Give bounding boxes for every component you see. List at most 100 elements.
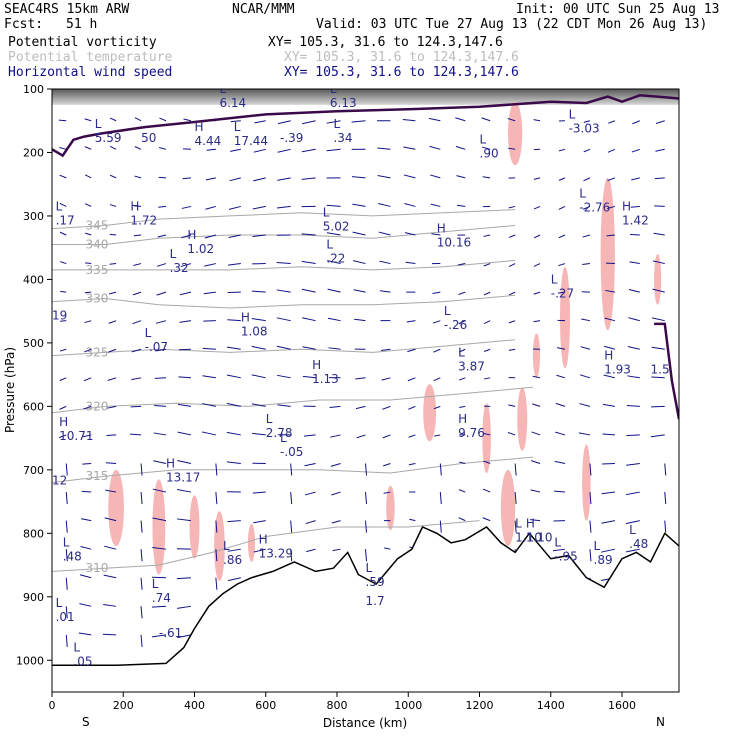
wind-speed-shading — [560, 266, 570, 369]
wind-vector — [589, 492, 592, 505]
wind-vector — [482, 146, 491, 150]
wind-vector — [134, 205, 142, 207]
wind-vector — [556, 374, 566, 379]
extremum-marker: L — [266, 412, 273, 426]
wind-vector — [84, 291, 92, 294]
extremum-value: -.26 — [444, 318, 467, 332]
wind-vector — [58, 119, 67, 122]
wind-vector — [130, 405, 142, 408]
wind-vector — [81, 518, 92, 522]
wind-vector — [456, 175, 466, 179]
wind-vector — [329, 405, 341, 409]
x-axis-label: Distance (km) — [323, 716, 407, 730]
wind-vector — [158, 147, 167, 150]
wind-vector — [558, 234, 566, 239]
wind-vector — [327, 260, 341, 265]
wind-vector — [181, 234, 192, 239]
y-tick-label: 500 — [23, 337, 44, 350]
wind-vector — [654, 177, 665, 180]
wind-vector — [183, 118, 192, 122]
wind-vector — [355, 405, 366, 410]
extremum-value: 1.10 — [515, 531, 542, 545]
wind-vector — [109, 204, 117, 207]
extremum-marker: H — [166, 456, 175, 470]
wind-vector — [226, 346, 241, 350]
wind-vector — [378, 231, 391, 236]
wind-vector — [508, 291, 516, 296]
wind-vector — [252, 234, 266, 238]
fcst-label: Fcst: — [4, 17, 44, 32]
wind-vector — [109, 233, 117, 236]
wind-vector — [533, 177, 541, 180]
theta-contour — [52, 209, 516, 230]
wind-vector — [664, 492, 667, 505]
wind-vector — [508, 205, 516, 209]
wind-vector — [484, 348, 491, 352]
wind-vector — [331, 520, 341, 524]
extremum-value: 19 — [52, 309, 67, 323]
wind-vector — [133, 263, 142, 266]
wind-vector — [602, 433, 615, 436]
wind-vector — [630, 205, 640, 208]
wind-vector — [228, 205, 241, 210]
south-end-label: S — [82, 715, 90, 729]
wind-vector — [181, 205, 192, 209]
extremum-marker: L — [480, 133, 487, 147]
wind-vector — [651, 405, 665, 408]
extremum-value: -.27 — [551, 286, 574, 300]
wind-vector — [555, 402, 566, 407]
extremum-marker: L — [444, 304, 451, 318]
wind-vector — [155, 348, 167, 352]
wind-vector — [583, 120, 591, 123]
wind-vector — [482, 517, 491, 522]
wind-vector — [514, 492, 517, 505]
wind-vector — [134, 146, 142, 150]
wind-vector — [483, 234, 491, 237]
wind-vector — [530, 489, 541, 493]
wind-vector — [130, 433, 142, 436]
wind-vector — [439, 492, 442, 505]
wind-vector — [290, 520, 293, 533]
wind-vector — [430, 174, 441, 179]
wind-vector — [354, 318, 366, 322]
wind-vector — [432, 291, 441, 294]
wind-vector — [132, 320, 142, 325]
wind-vector — [383, 491, 391, 494]
extremum-marker: H — [130, 199, 139, 213]
wind-vector — [589, 520, 592, 533]
wind-vector — [631, 148, 640, 153]
wind-vector — [555, 431, 566, 436]
extremum-value: .34 — [333, 131, 352, 145]
wind-vector — [458, 517, 466, 522]
wind-vector — [277, 374, 291, 379]
theta-contour — [52, 259, 516, 271]
wind-vector — [177, 403, 192, 407]
extremum-marker: H — [604, 348, 613, 362]
wind-vector — [82, 434, 92, 438]
wind-vector — [83, 377, 92, 382]
wind-vector — [202, 403, 216, 407]
extremum-marker: L — [554, 536, 561, 550]
wind-vector — [439, 463, 442, 476]
wind-speed-shading — [152, 479, 166, 575]
wind-vector — [205, 205, 217, 210]
wind-vector — [177, 488, 192, 493]
wind-vector — [85, 232, 92, 236]
wind-vector — [84, 118, 92, 122]
wind-vector — [365, 520, 367, 533]
wind-vector — [290, 492, 293, 505]
wind-vector — [251, 290, 266, 293]
wind-vector — [628, 317, 640, 322]
wind-vector — [253, 548, 266, 553]
wind-vector — [253, 177, 266, 182]
extremum-value: 17.44 — [234, 134, 268, 148]
x-tick-label: 1600 — [608, 699, 636, 712]
wind-vector — [65, 606, 68, 619]
wind-vector — [65, 577, 68, 590]
theta-contour-label: 315 — [85, 469, 108, 483]
wind-vector — [433, 377, 441, 382]
wind-vector — [332, 548, 341, 552]
wind-vector — [84, 146, 92, 150]
theta-contour — [52, 294, 516, 309]
wind-vector — [655, 148, 665, 152]
